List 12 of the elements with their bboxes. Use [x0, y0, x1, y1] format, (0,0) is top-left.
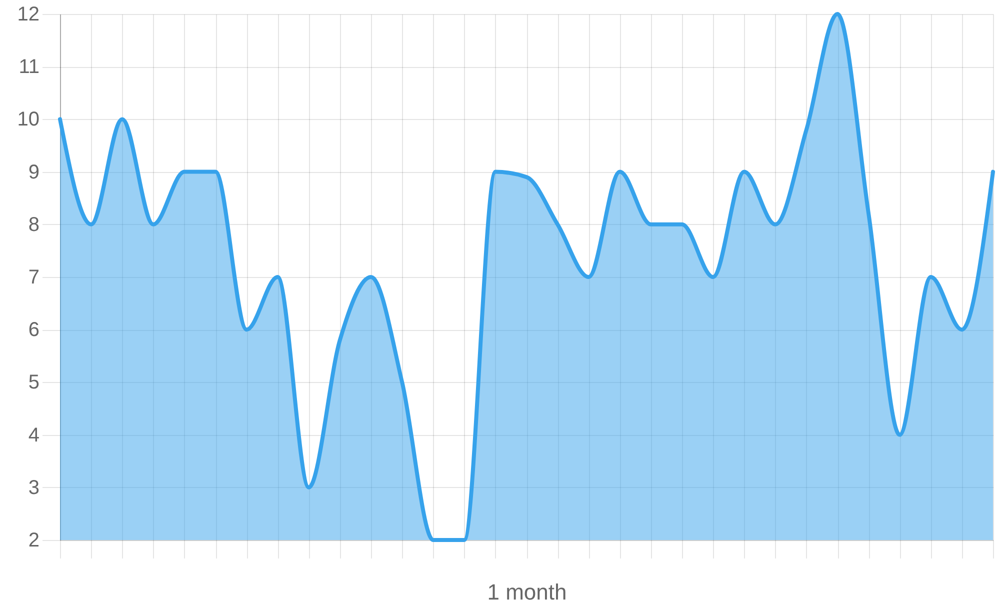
y-tick-label: 4: [28, 424, 40, 446]
y-tick-label: 9: [28, 161, 40, 184]
x-axis-title: 1 month: [487, 580, 567, 600]
y-tick-label: 5: [28, 372, 40, 394]
y-tick-label: 2: [28, 530, 40, 552]
y-tick-label: 10: [17, 108, 40, 131]
y-tick-label: 11: [18, 56, 40, 78]
y-tick-label: 3: [28, 476, 40, 499]
y-tick-label: 6: [28, 319, 40, 342]
y-tick-label: 12: [17, 4, 40, 26]
y-tick-label: 8: [28, 214, 40, 236]
y-tick-label: 7: [28, 266, 40, 288]
